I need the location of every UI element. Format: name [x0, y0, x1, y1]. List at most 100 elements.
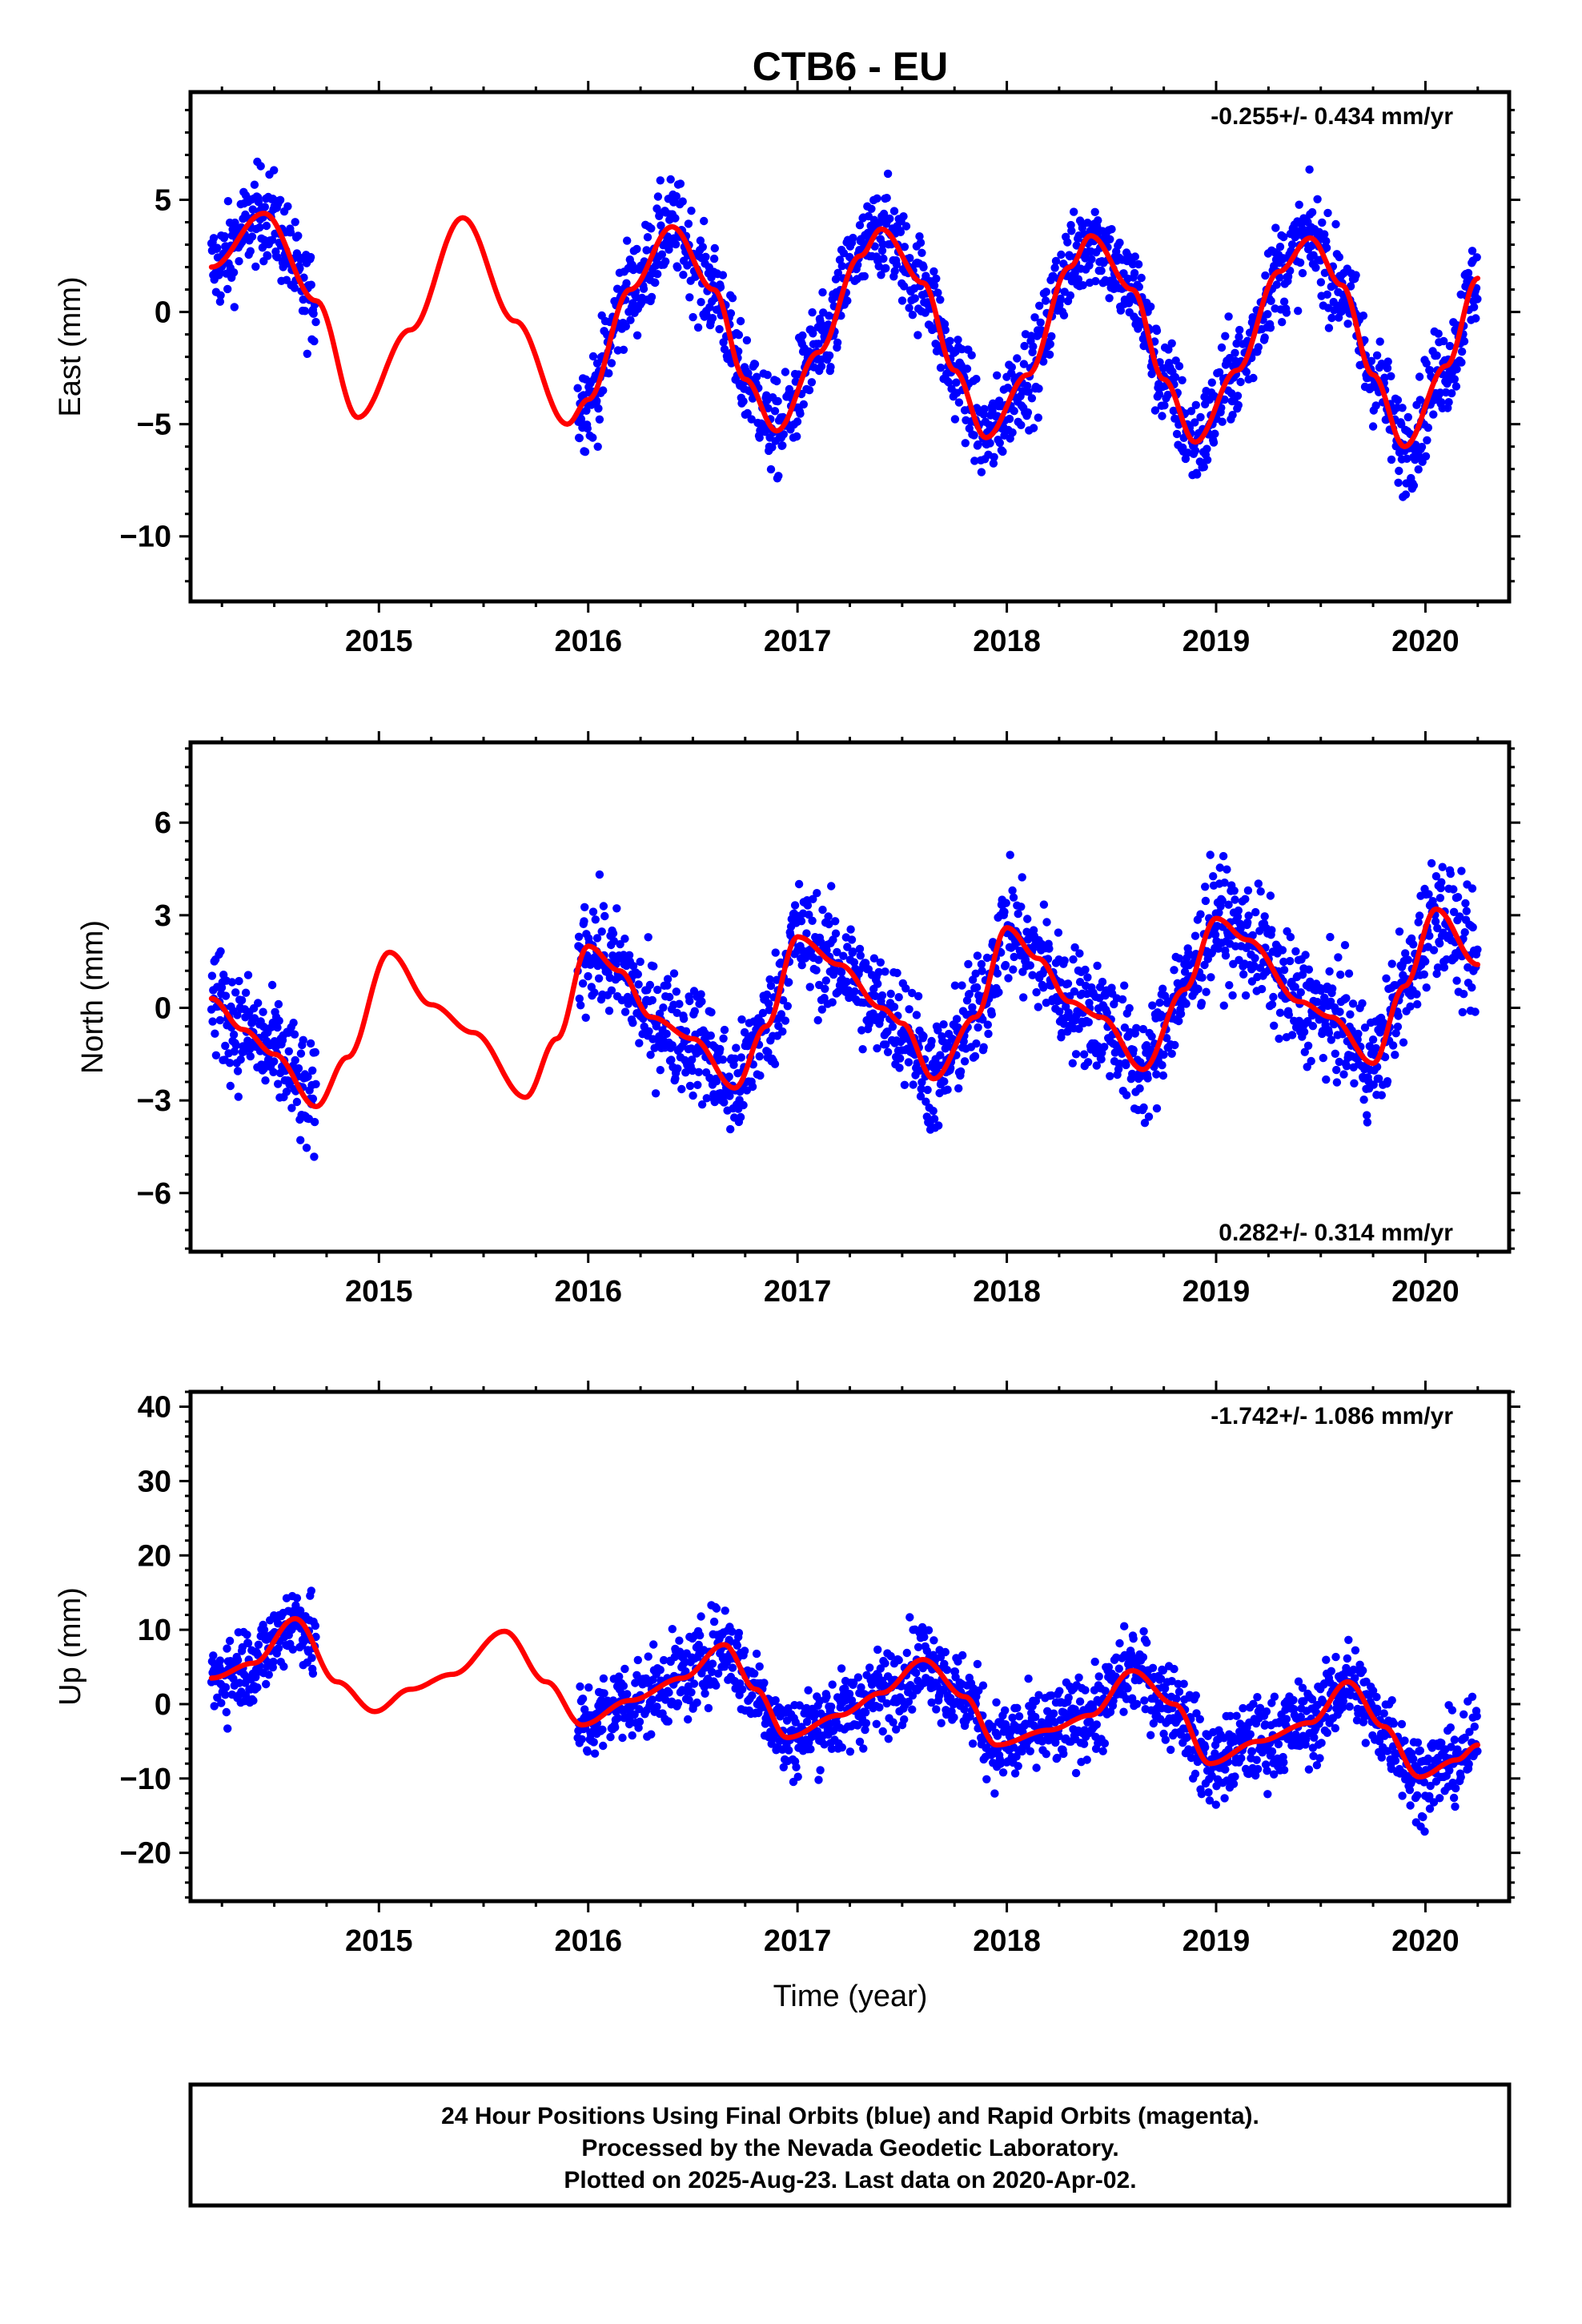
data-point [1036, 318, 1045, 327]
data-point [223, 1724, 232, 1733]
data-point [1323, 290, 1332, 299]
data-point [1365, 1042, 1375, 1051]
data-point [259, 1626, 269, 1634]
data-point [1279, 1766, 1289, 1775]
data-point [274, 1080, 283, 1088]
data-point [1056, 294, 1065, 304]
data-point [1094, 216, 1102, 225]
data-point [1227, 389, 1236, 398]
data-point [900, 1080, 909, 1090]
data-point [1235, 325, 1244, 335]
data-point [799, 400, 808, 409]
data-point [792, 1763, 801, 1771]
data-point [1445, 341, 1455, 351]
data-point [1161, 1735, 1170, 1744]
data-point [1060, 956, 1069, 965]
data-point [1431, 872, 1441, 881]
data-point [1055, 1007, 1064, 1016]
data-point [220, 231, 229, 241]
data-point [283, 202, 292, 211]
data-point [813, 1015, 822, 1025]
data-point [589, 1738, 598, 1747]
data-point [1010, 952, 1018, 962]
data-point [1146, 302, 1155, 312]
data-point [229, 268, 239, 277]
data-point [990, 1789, 999, 1798]
data-point [693, 1080, 702, 1090]
data-point [773, 396, 782, 406]
data-point [1083, 1058, 1093, 1067]
data-point [778, 441, 787, 450]
data-point [913, 331, 922, 340]
data-point [1047, 1691, 1056, 1700]
data-point [598, 1725, 607, 1734]
data-point [855, 1737, 865, 1747]
data-point [883, 1027, 892, 1036]
data-point [726, 1124, 735, 1134]
data-point [619, 345, 628, 354]
data-point [1391, 1051, 1399, 1059]
data-point [846, 925, 855, 934]
data-point [661, 257, 670, 266]
data-point [1427, 858, 1436, 868]
data-point [292, 1594, 302, 1602]
data-point [1399, 1038, 1408, 1047]
data-point [1377, 360, 1387, 368]
data-point [1225, 981, 1234, 990]
data-point [1414, 918, 1423, 927]
data-point [1446, 869, 1456, 879]
data-point [307, 1586, 315, 1595]
data-point [1017, 420, 1026, 429]
data-point [1260, 912, 1269, 921]
data-point [217, 1699, 226, 1707]
data-point [1335, 1057, 1344, 1067]
data-point [1322, 243, 1331, 252]
data-point [876, 958, 885, 967]
data-point [1001, 960, 1010, 970]
data-point [1263, 1790, 1272, 1799]
data-point [234, 1092, 243, 1101]
data-point [215, 1656, 225, 1665]
data-point [1252, 1755, 1261, 1764]
data-point [917, 1084, 926, 1094]
data-point [1328, 984, 1337, 993]
data-point [952, 1015, 962, 1023]
data-point [1154, 389, 1164, 399]
data-point [1320, 993, 1329, 1003]
data-point [1137, 273, 1146, 283]
data-point [902, 1648, 912, 1658]
data-point [736, 1112, 745, 1122]
data-point [1143, 1074, 1152, 1083]
data-point [837, 1743, 847, 1752]
data-point [1249, 373, 1258, 383]
data-point [768, 443, 777, 452]
data-point [843, 296, 852, 305]
data-point [893, 968, 901, 978]
data-point [1039, 357, 1048, 366]
data-point [1100, 1043, 1109, 1051]
data-point [1104, 1663, 1114, 1671]
data-point [1275, 243, 1285, 251]
data-point [1209, 438, 1219, 447]
data-point [1139, 1626, 1148, 1636]
data-point [1191, 400, 1201, 409]
data-point [616, 939, 624, 949]
data-point [1401, 949, 1410, 958]
data-point [1458, 1007, 1468, 1017]
data-point [1147, 1032, 1156, 1041]
data-point [1186, 407, 1196, 416]
data-point [900, 282, 909, 291]
data-point [765, 1006, 774, 1015]
data-point [1413, 999, 1422, 1009]
data-point [1296, 988, 1306, 997]
data-point [688, 1055, 697, 1064]
data-point [621, 322, 630, 331]
data-point [279, 1662, 288, 1671]
data-point [1233, 392, 1243, 400]
data-point [900, 243, 909, 251]
data-point [1070, 943, 1079, 952]
data-point [752, 1649, 761, 1659]
data-point [1172, 429, 1182, 439]
data-point [827, 882, 836, 891]
